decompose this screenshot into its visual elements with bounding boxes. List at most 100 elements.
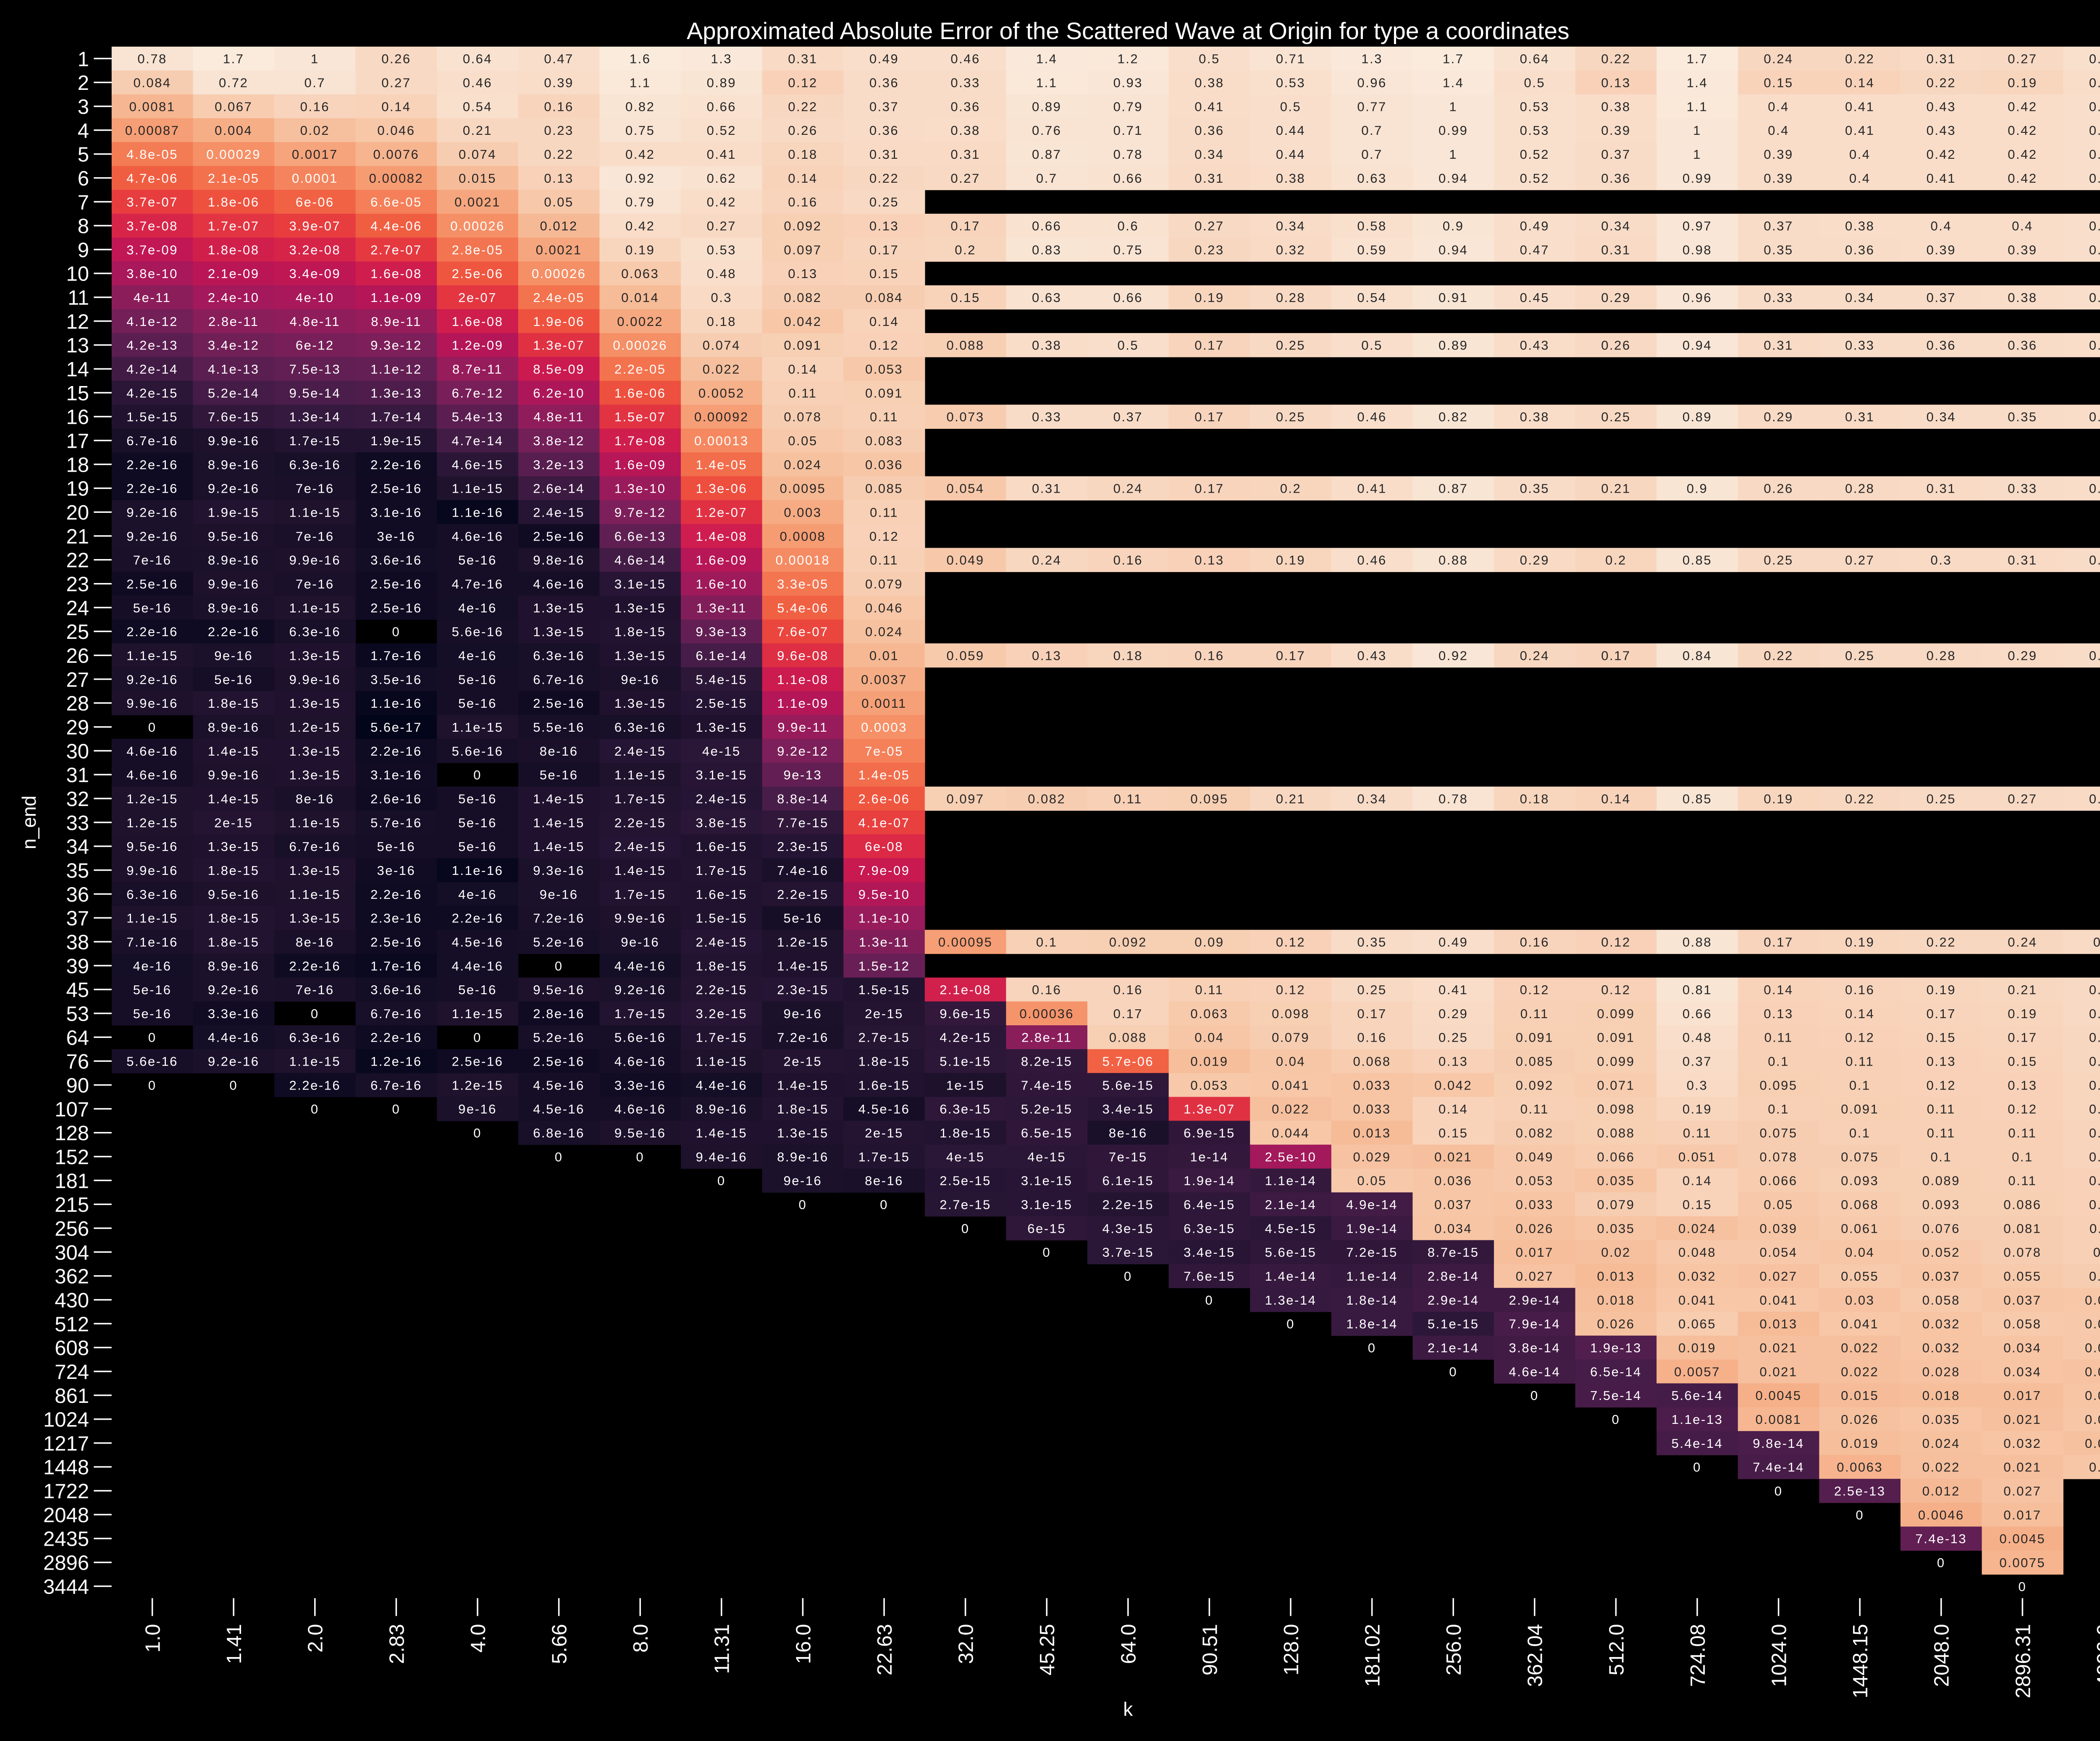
svg-text:0.3: 0.3 — [711, 290, 732, 305]
svg-text:0.02: 0.02 — [300, 123, 330, 138]
svg-text:0.17: 0.17 — [2008, 1030, 2037, 1045]
svg-text:0.37: 0.37 — [1601, 147, 1630, 162]
svg-text:9.2e-16: 9.2e-16 — [208, 982, 260, 997]
svg-text:0.058: 0.058 — [1922, 1293, 1960, 1308]
svg-text:0.037: 0.037 — [1922, 1269, 1960, 1284]
svg-text:0.17: 0.17 — [950, 219, 980, 234]
svg-text:1.2e-15: 1.2e-15 — [126, 791, 178, 806]
svg-text:0.11: 0.11 — [2008, 1174, 2037, 1188]
svg-text:6.3e-15: 6.3e-15 — [940, 1102, 991, 1116]
svg-text:6: 6 — [78, 167, 89, 190]
svg-text:0.053: 0.053 — [1190, 1078, 1228, 1092]
svg-text:0.13: 0.13 — [869, 219, 899, 234]
svg-text:0.42: 0.42 — [2008, 123, 2037, 138]
svg-text:5.6e-16: 5.6e-16 — [452, 744, 504, 759]
svg-text:0.11: 0.11 — [2008, 1126, 2037, 1140]
svg-text:0.37: 0.37 — [2089, 553, 2100, 567]
svg-text:0.04: 0.04 — [1276, 1054, 1305, 1069]
svg-text:0.061: 0.061 — [1841, 1221, 1879, 1236]
svg-text:0.7: 0.7 — [1361, 147, 1383, 162]
svg-text:1.7e-08: 1.7e-08 — [614, 433, 666, 448]
svg-text:0.79: 0.79 — [1113, 99, 1143, 114]
svg-text:512: 512 — [55, 1313, 89, 1336]
svg-text:0.099: 0.099 — [1597, 1006, 1635, 1021]
svg-text:6.2e-10: 6.2e-10 — [533, 386, 585, 400]
svg-text:0.36: 0.36 — [1927, 338, 1956, 353]
svg-text:2.9e-14: 2.9e-14 — [1509, 1293, 1560, 1308]
svg-text:1.1e-13: 1.1e-13 — [1672, 1412, 1723, 1427]
svg-text:6.7e-16: 6.7e-16 — [533, 672, 585, 687]
svg-text:0.16: 0.16 — [2089, 1150, 2100, 1164]
svg-text:0.54: 0.54 — [1357, 290, 1386, 305]
svg-text:0.94: 0.94 — [1438, 171, 1468, 186]
svg-text:6.7e-12: 6.7e-12 — [452, 386, 504, 400]
svg-text:5e-16: 5e-16 — [540, 768, 578, 783]
svg-text:2.5e-16: 2.5e-16 — [452, 1054, 504, 1069]
svg-text:1.4e-15: 1.4e-15 — [533, 791, 585, 806]
svg-text:4e-11: 4e-11 — [134, 290, 171, 305]
svg-text:0.39: 0.39 — [2089, 481, 2100, 496]
svg-text:5e-16: 5e-16 — [458, 839, 497, 854]
svg-text:0.0011: 0.0011 — [861, 696, 907, 711]
svg-text:1.2: 1.2 — [1117, 52, 1139, 66]
svg-text:0.25: 0.25 — [1276, 410, 1305, 424]
svg-text:0: 0 — [555, 958, 563, 973]
svg-text:1.4: 1.4 — [1687, 76, 1708, 90]
svg-text:0.13: 0.13 — [1032, 649, 1061, 663]
svg-text:0.26: 0.26 — [1764, 481, 1793, 496]
svg-text:1.1e-10: 1.1e-10 — [858, 911, 910, 926]
svg-text:0.31: 0.31 — [788, 52, 817, 66]
svg-text:8.9e-16: 8.9e-16 — [777, 1150, 829, 1164]
svg-text:0.2: 0.2 — [955, 242, 976, 257]
svg-text:2.4e-15: 2.4e-15 — [533, 505, 585, 520]
svg-text:3.4e-12: 3.4e-12 — [208, 338, 260, 353]
svg-text:2.2e-16: 2.2e-16 — [126, 625, 178, 639]
svg-text:0.11: 0.11 — [1845, 1054, 1874, 1069]
svg-text:1.9e-13: 1.9e-13 — [1590, 1341, 1642, 1355]
svg-text:1024.0: 1024.0 — [1768, 1624, 1791, 1687]
svg-text:1.7e-14: 1.7e-14 — [370, 410, 422, 424]
svg-text:0.16: 0.16 — [1032, 982, 1061, 997]
svg-text:2.8e-14: 2.8e-14 — [1428, 1269, 1479, 1284]
svg-text:0.3: 0.3 — [1687, 1078, 1708, 1092]
svg-text:8.9e-16: 8.9e-16 — [208, 553, 260, 567]
svg-text:2.2e-16: 2.2e-16 — [126, 481, 178, 496]
svg-text:0.081: 0.081 — [2003, 1221, 2041, 1236]
svg-text:5e-16: 5e-16 — [458, 672, 497, 687]
svg-text:0.27: 0.27 — [1194, 219, 1224, 234]
svg-text:0.031: 0.031 — [2085, 1388, 2100, 1403]
svg-text:0.00018: 0.00018 — [776, 553, 830, 567]
svg-text:0.00026: 0.00026 — [532, 266, 586, 281]
svg-text:0: 0 — [229, 1078, 238, 1092]
svg-text:0.39: 0.39 — [544, 76, 573, 90]
svg-text:0.095: 0.095 — [1760, 1078, 1798, 1092]
svg-text:4.4e-06: 4.4e-06 — [370, 219, 422, 234]
svg-text:3.4e-15: 3.4e-15 — [1184, 1245, 1235, 1260]
svg-text:0.49: 0.49 — [1438, 935, 1468, 949]
svg-text:9.5e-16: 9.5e-16 — [614, 1126, 666, 1140]
svg-text:2.5e-15: 2.5e-15 — [940, 1174, 991, 1188]
svg-text:2.5e-16: 2.5e-16 — [370, 577, 422, 591]
svg-text:0.036: 0.036 — [865, 457, 903, 472]
svg-text:0.46: 0.46 — [2089, 242, 2100, 257]
svg-text:35: 35 — [66, 860, 89, 882]
svg-text:20: 20 — [66, 502, 89, 524]
svg-text:0.0021: 0.0021 — [454, 195, 501, 210]
svg-text:6.3e-16: 6.3e-16 — [126, 887, 178, 902]
svg-text:1: 1 — [1449, 147, 1457, 162]
svg-text:1.8e-08: 1.8e-08 — [208, 242, 260, 257]
svg-text:0.19: 0.19 — [2008, 76, 2037, 90]
svg-text:0.11: 0.11 — [1927, 1126, 1956, 1140]
svg-text:0.004: 0.004 — [215, 123, 252, 138]
svg-text:1.8e-15: 1.8e-15 — [777, 1102, 829, 1116]
svg-text:6.3e-16: 6.3e-16 — [289, 457, 341, 472]
svg-text:2.5e-16: 2.5e-16 — [533, 1054, 585, 1069]
svg-text:0: 0 — [1774, 1484, 1783, 1499]
svg-text:0.46: 0.46 — [1357, 553, 1386, 567]
svg-text:9e-16: 9e-16 — [214, 649, 253, 663]
svg-text:0: 0 — [311, 1102, 319, 1116]
svg-text:0.03: 0.03 — [1845, 1293, 1874, 1308]
svg-text:1.3e-14: 1.3e-14 — [1265, 1293, 1317, 1308]
svg-text:0.04: 0.04 — [1845, 1245, 1874, 1260]
svg-text:0.93: 0.93 — [1113, 76, 1143, 90]
